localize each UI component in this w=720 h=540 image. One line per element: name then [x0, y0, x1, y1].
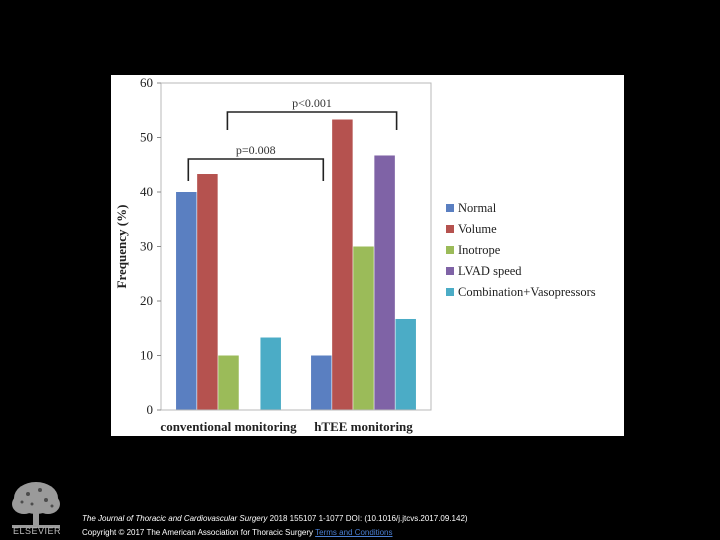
legend-label-lvad-speed: LVAD speed [458, 264, 522, 278]
copyright-line: Copyright © 2017 The American Associatio… [82, 528, 393, 537]
bar-combination-vasopressors-2 [395, 318, 416, 410]
legend-label-inotrope: Inotrope [458, 243, 501, 257]
figure-panel: p<0.001 p=0.008 0 10 20 30 40 50 60 Frequency (%… [111, 75, 624, 436]
bar-normal-1 [176, 192, 197, 410]
citation-line: The Journal of Thoracic and Cardiovascul… [82, 514, 468, 523]
publisher-name: ELSEVIER [12, 526, 62, 536]
bracket-p-less-0001-label: p<0.001 [292, 96, 332, 110]
y-tick-label: 30 [140, 239, 153, 254]
bar-chart: p<0.001 p=0.008 0 10 20 30 40 50 60 Frequency (%… [114, 75, 596, 434]
bar-combination-vasopressors-1 [260, 337, 281, 410]
y-tick-label: 10 [140, 348, 153, 363]
bar-inotrope-1 [218, 355, 239, 410]
y-axis-label: Frequency (%) [114, 205, 129, 289]
bar-volume-2 [332, 119, 353, 410]
bar-lvad-speed-2 [374, 155, 395, 410]
elsevier-tree-logo [6, 478, 66, 536]
bracket-p-0008: p=0.008 [187, 143, 325, 181]
copyright-text: Copyright © 2017 The American Associatio… [82, 528, 314, 537]
x-category-label: conventional monitoring [160, 419, 297, 434]
journal-name: The Journal of Thoracic and Cardiovascul… [82, 514, 268, 523]
legend-label-normal: Normal [458, 201, 497, 215]
citation-details: 2018 155107 1-1077 DOI: (10.1016/j.jtcvs… [267, 514, 468, 523]
y-tick-label: 60 [140, 75, 153, 90]
legend-swatch-combination-vasopressors [446, 288, 454, 296]
y-tick-label: 0 [147, 402, 154, 417]
legend-swatch-volume [446, 225, 454, 233]
bar-normal-2 [311, 355, 332, 410]
legend-swatch-inotrope [446, 246, 454, 254]
legend-swatch-normal [446, 204, 454, 212]
y-tick-label: 40 [140, 184, 153, 199]
legend-label-volume: Volume [458, 222, 497, 236]
bracket-p-less-0001-line [226, 111, 398, 130]
bracket-p-0008-line [187, 158, 325, 181]
y-tick-label: 20 [140, 293, 153, 308]
bar-inotrope-2 [353, 246, 374, 410]
bracket-p-less-0001: p<0.001 [226, 96, 398, 130]
legend-swatch-lvad-speed [446, 267, 454, 275]
bracket-p-0008-label: p=0.008 [236, 143, 276, 157]
x-category-label: hTEE monitoring [314, 419, 413, 434]
y-tick-label: 50 [140, 130, 153, 145]
legend-label-combination-vasopressors: Combination+Vasopressors [458, 285, 596, 299]
bar-volume-1 [197, 174, 218, 410]
terms-link[interactable]: Terms and Conditions [315, 528, 393, 537]
